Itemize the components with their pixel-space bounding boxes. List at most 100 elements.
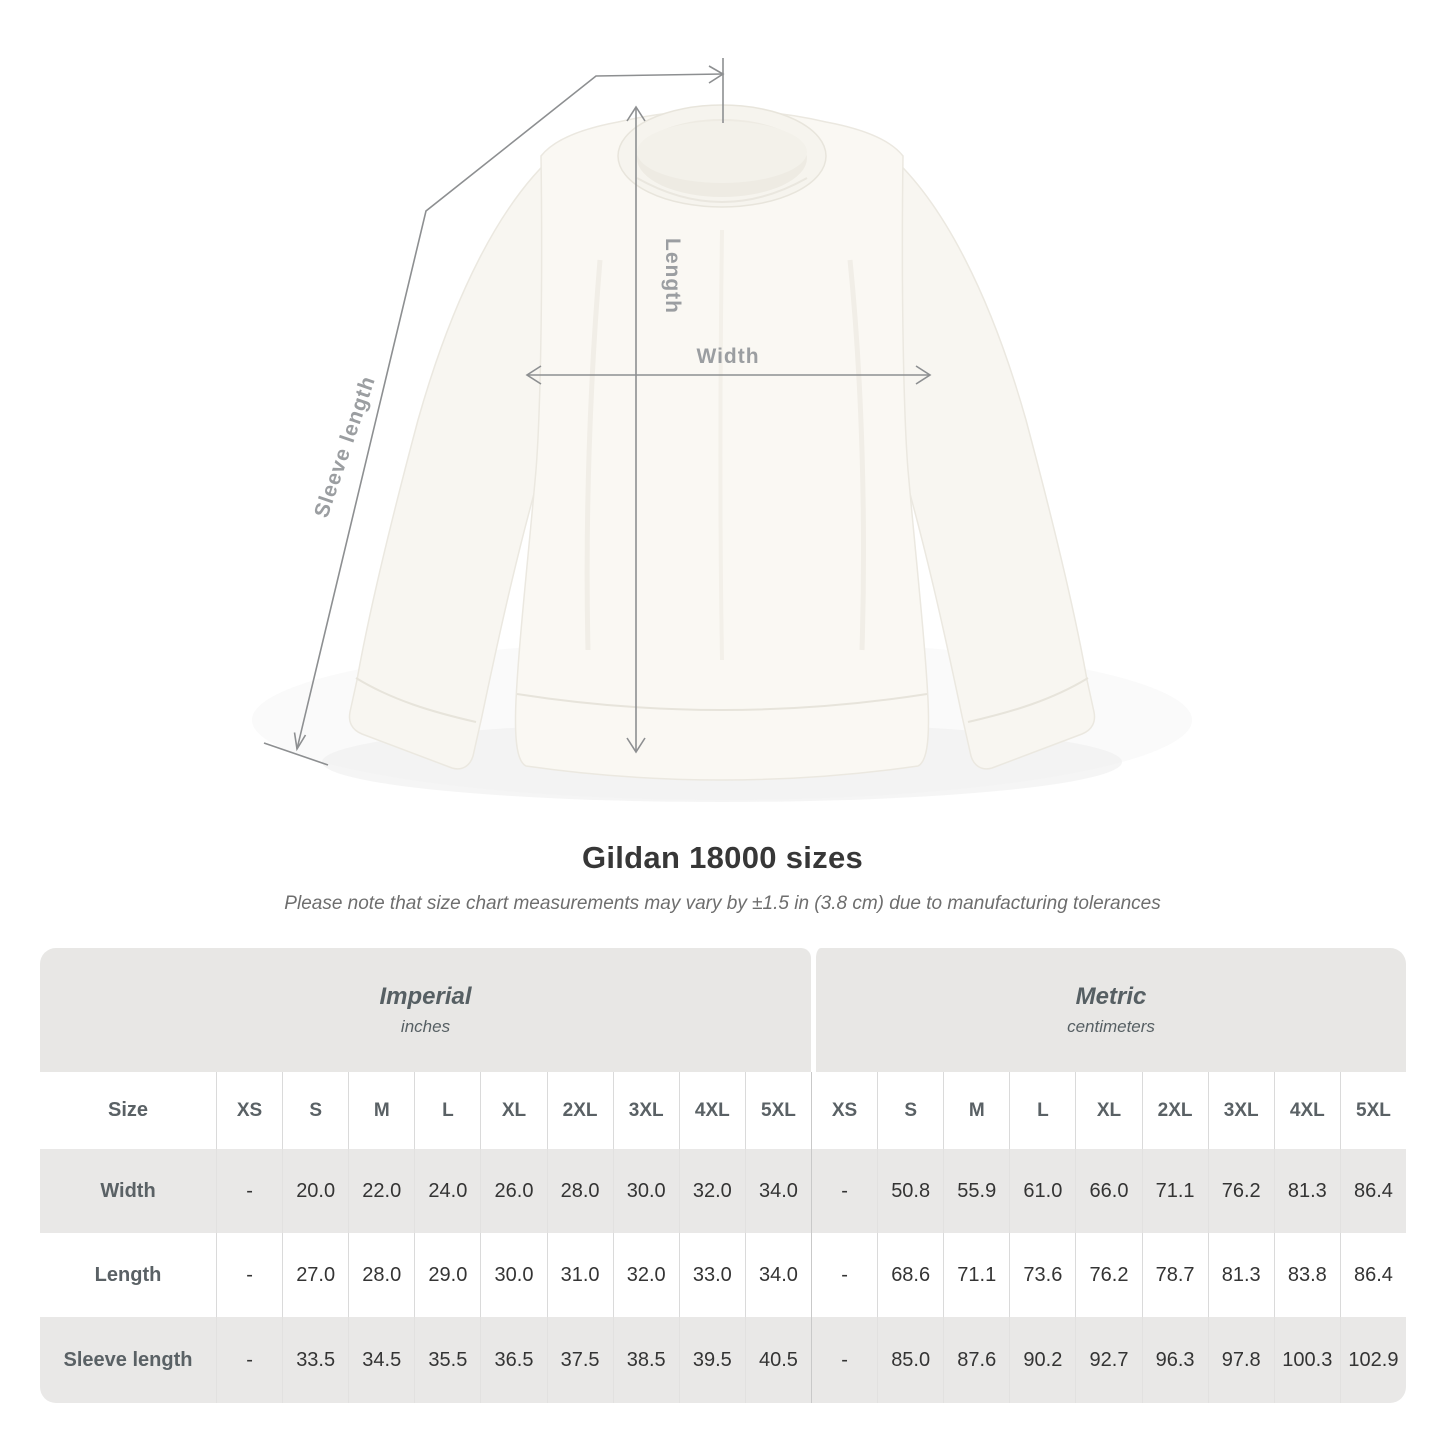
width-arrowhead-left [525, 365, 542, 385]
size-col-header: L [414, 1072, 480, 1149]
value-cell: 55.9 [943, 1149, 1009, 1233]
size-col-header: XL [1075, 1072, 1141, 1149]
page-title: Gildan 18000 sizes [581, 840, 864, 875]
size-col-header: 4XL [1273, 1072, 1340, 1149]
value-cell: - [811, 1317, 877, 1403]
value-cell: 86.4 [1339, 1149, 1406, 1233]
value-cell: 66.0 [1075, 1149, 1141, 1233]
sweatshirt-diagram: Length Width Sleeve length [263, 58, 1096, 781]
size-col-header: 2XL [546, 1072, 613, 1149]
value-cell: 50.8 [877, 1149, 943, 1233]
value-cell: 85.0 [877, 1317, 943, 1403]
sweatshirt-illustration [348, 104, 1096, 781]
value-cell: 96.3 [1141, 1317, 1208, 1403]
value-cell: 86.4 [1339, 1233, 1406, 1317]
size-col-header: M [348, 1072, 414, 1149]
value-cell: 97.8 [1207, 1317, 1274, 1403]
length-measure-label: Length [661, 238, 684, 314]
value-cell: 34.0 [744, 1149, 811, 1233]
metric-unit: centimeters [1067, 1017, 1155, 1036]
value-cell: 28.0 [348, 1233, 414, 1317]
width-measure-label: Width [696, 345, 759, 368]
value-cell: 33.5 [282, 1317, 348, 1403]
value-cell: 30.0 [612, 1149, 679, 1233]
value-cell: 81.3 [1207, 1233, 1274, 1317]
size-col-header: 5XL [744, 1072, 811, 1149]
value-cell: - [216, 1233, 282, 1317]
size-col-header: XS [216, 1072, 282, 1149]
imperial-title: Imperial [379, 983, 472, 1010]
size-table: Imperial inches Metric centimeters Size … [40, 948, 1406, 1403]
value-cell: 102.9 [1339, 1317, 1406, 1403]
size-header-label: Size [107, 1099, 149, 1121]
cuff-tick [263, 742, 329, 766]
tolerance-note: Please note that size chart measurements… [284, 893, 1161, 914]
size-col-header: 5XL [1339, 1072, 1406, 1149]
value-cell: 32.0 [678, 1149, 745, 1233]
size-col-header: M [943, 1072, 1009, 1149]
value-cell: 81.3 [1273, 1149, 1340, 1233]
metric-title: Metric [1075, 983, 1147, 1010]
size-col-header: 3XL [1207, 1072, 1274, 1149]
value-cell: 35.5 [414, 1317, 480, 1403]
value-cell: 37.5 [546, 1317, 613, 1403]
value-cell: 24.0 [414, 1149, 480, 1233]
sleeve-arrowhead-bottom [293, 732, 307, 752]
value-cell: 71.1 [943, 1233, 1009, 1317]
sleeve-length-line [296, 73, 724, 750]
value-cell: - [811, 1233, 877, 1317]
size-col-header: L [1009, 1072, 1075, 1149]
value-cell: 83.8 [1273, 1233, 1340, 1317]
table-row-length: Length - 27.0 28.0 29.0 30.0 31.0 32.0 3… [40, 1233, 1406, 1317]
value-cell: - [216, 1317, 282, 1403]
value-cell: - [216, 1149, 282, 1233]
value-cell: 76.2 [1075, 1233, 1141, 1317]
value-cell: 78.7 [1141, 1233, 1208, 1317]
value-cell: 30.0 [480, 1233, 546, 1317]
value-cell: 87.6 [943, 1317, 1009, 1403]
table-row-sleeve-length: Sleeve length - 33.5 34.5 35.5 36.5 37.5… [40, 1317, 1406, 1403]
imperial-group-header: Imperial inches [40, 948, 811, 1072]
size-col-header: 4XL [678, 1072, 745, 1149]
value-cell: 71.1 [1141, 1149, 1208, 1233]
value-cell: 90.2 [1009, 1317, 1075, 1403]
size-col-header: XL [480, 1072, 546, 1149]
value-cell: 27.0 [282, 1233, 348, 1317]
value-cell: 22.0 [348, 1149, 414, 1233]
value-cell: 28.0 [546, 1149, 613, 1233]
value-cell: 31.0 [546, 1233, 613, 1317]
value-cell: 100.3 [1273, 1317, 1340, 1403]
value-cell: 61.0 [1009, 1149, 1075, 1233]
size-col-header: 3XL [612, 1072, 679, 1149]
unit-band-row: Imperial inches Metric centimeters [40, 948, 1406, 1072]
value-cell: 38.5 [612, 1317, 679, 1403]
size-col-header: XS [811, 1072, 877, 1149]
value-cell: 68.6 [877, 1233, 943, 1317]
width-arrowhead-right [915, 365, 932, 385]
value-cell: 26.0 [480, 1149, 546, 1233]
metric-group-header: Metric centimeters [811, 948, 1406, 1072]
value-cell: 33.0 [678, 1233, 745, 1317]
length-arrowhead-bottom [626, 737, 646, 754]
value-cell: 73.6 [1009, 1233, 1075, 1317]
value-cell: 32.0 [612, 1233, 679, 1317]
value-cell: 40.5 [744, 1317, 811, 1403]
size-col-header: S [282, 1072, 348, 1149]
value-cell: 29.0 [414, 1233, 480, 1317]
value-cell: 36.5 [480, 1317, 546, 1403]
imperial-unit: inches [400, 1017, 451, 1036]
value-cell: 92.7 [1075, 1317, 1141, 1403]
size-col-header: S [877, 1072, 943, 1149]
value-cell: 34.0 [744, 1233, 811, 1317]
row-label: Sleeve length [63, 1348, 193, 1371]
table-row-width: Width - 20.0 22.0 24.0 26.0 28.0 30.0 32… [40, 1149, 1406, 1233]
value-cell: 76.2 [1207, 1149, 1274, 1233]
value-cell: 34.5 [348, 1317, 414, 1403]
row-label: Width [100, 1179, 156, 1202]
row-label: Length [94, 1263, 162, 1286]
length-arrowhead-top [626, 105, 646, 122]
size-col-header: 2XL [1141, 1072, 1208, 1149]
measurement-lines [263, 58, 932, 766]
value-cell: - [811, 1149, 877, 1233]
